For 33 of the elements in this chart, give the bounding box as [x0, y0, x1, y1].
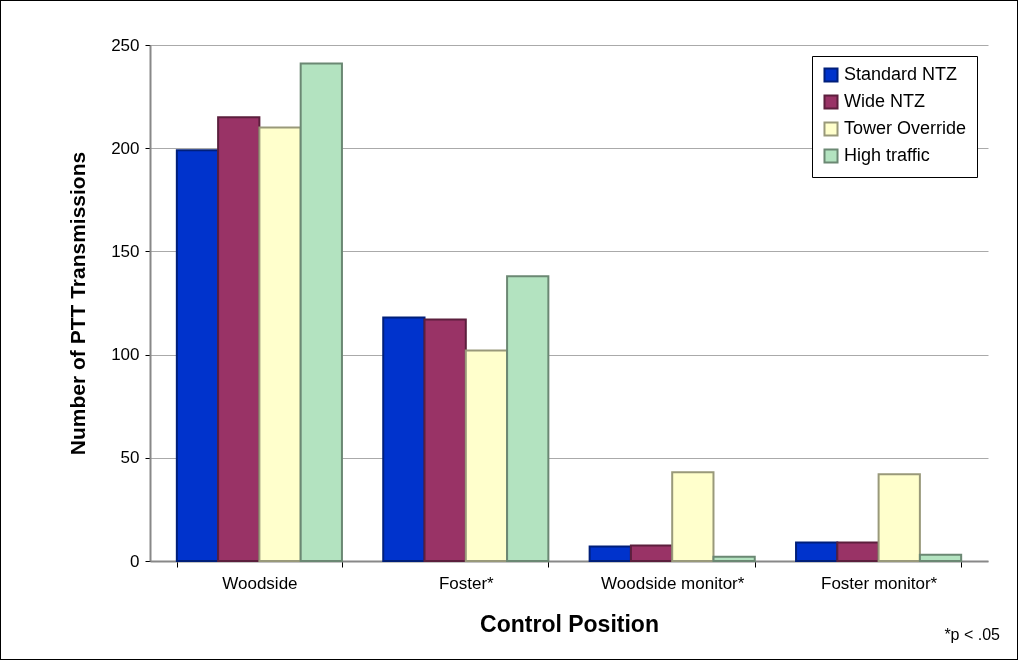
legend-label: Standard NTZ	[844, 64, 958, 84]
y-tick-label: 0	[130, 551, 140, 571]
legend-label: Wide NTZ	[844, 91, 925, 111]
legend-label: Tower Override	[844, 118, 967, 138]
text: *p < .05	[944, 626, 1001, 643]
x-axis-title: Control Position	[480, 610, 659, 637]
bar	[795, 541, 839, 562]
bar	[629, 544, 674, 562]
x-tick-label: Foster*	[438, 573, 495, 593]
bar	[836, 541, 880, 562]
bar	[506, 275, 550, 562]
bar	[217, 116, 261, 562]
legend-label: High traffic	[844, 145, 930, 165]
bar	[671, 471, 715, 562]
y-tick-label: 250	[111, 35, 140, 55]
bar	[258, 126, 302, 562]
bar	[175, 149, 220, 562]
bar	[877, 473, 921, 562]
y-tick-label: 150	[111, 241, 140, 261]
bar	[918, 553, 963, 562]
bar	[712, 555, 756, 562]
x-tick-label: Woodside monitor*	[601, 573, 745, 593]
bar	[588, 545, 632, 562]
y-tick-label: 100	[111, 345, 140, 365]
y-tick-label: 50	[120, 448, 140, 468]
y-axis-title: Number of PTT Transmissions	[66, 151, 90, 456]
y-tick-label: 200	[111, 138, 140, 158]
x-tick-label: Foster monitor*	[821, 573, 938, 593]
x-tick-label: Woodside	[222, 573, 298, 593]
bar	[382, 316, 426, 562]
bar	[423, 318, 467, 562]
bar	[464, 349, 509, 562]
bar	[299, 62, 343, 562]
